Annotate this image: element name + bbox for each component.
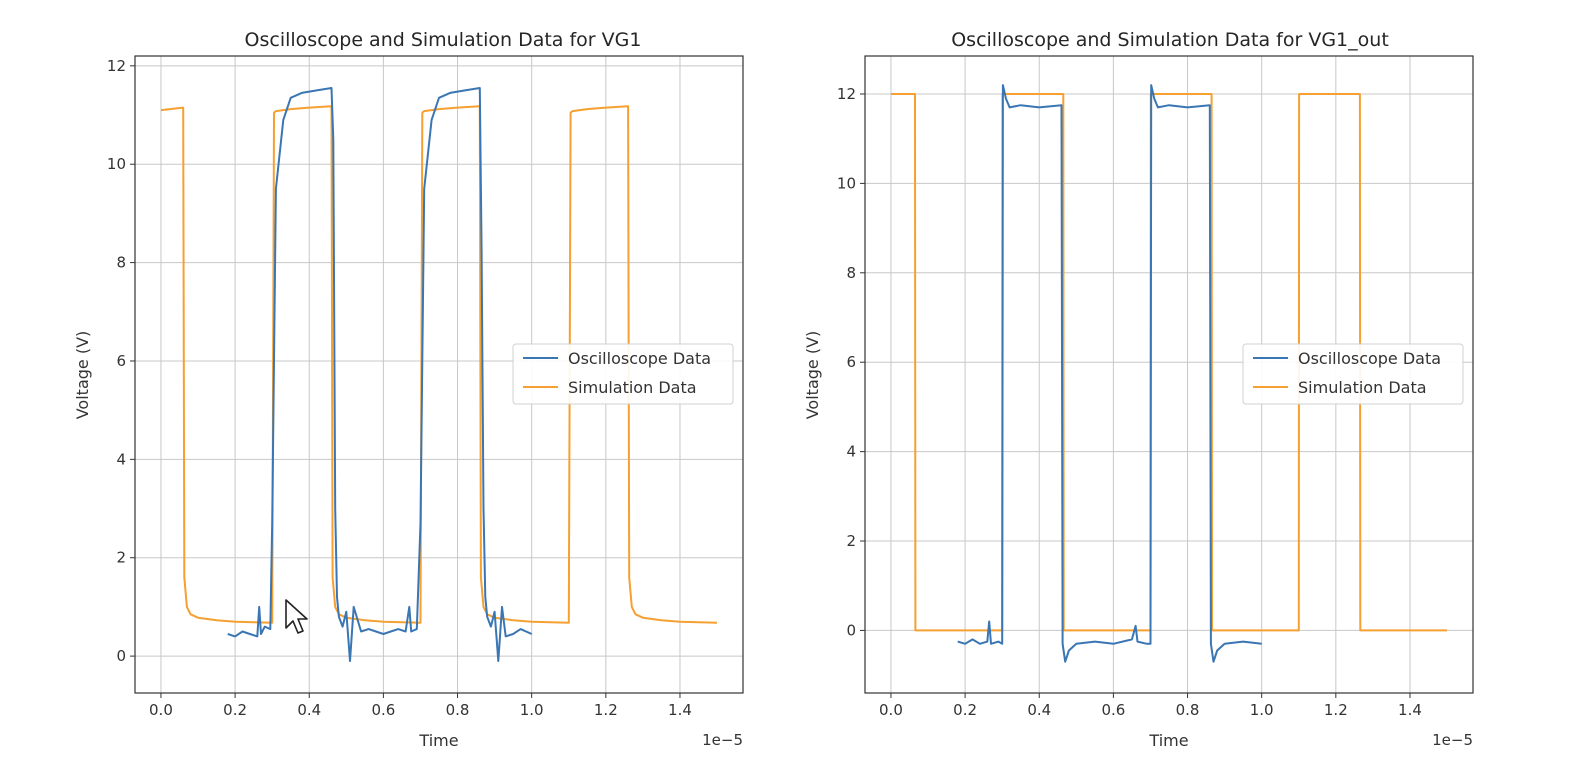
y-tick-label: 8 xyxy=(116,254,126,272)
axes-frame xyxy=(134,55,744,694)
x-tick-label: 1.4 xyxy=(668,701,692,719)
legend: Oscilloscope Data Simulation Data xyxy=(512,343,734,405)
x-tick-label: 0.4 xyxy=(297,701,321,719)
x-tick-label: 0.4 xyxy=(1027,701,1051,719)
y-tick-label: 8 xyxy=(846,264,856,282)
y-tick-label: 12 xyxy=(107,57,126,75)
legend-label-simulation: Simulation Data xyxy=(568,378,697,397)
x-tick-label: 1.0 xyxy=(1250,701,1274,719)
y-tick-label: 2 xyxy=(116,549,126,567)
chart-title: Oscilloscope and Simulation Data for VG1… xyxy=(951,29,1389,51)
x-tick-label: 0.6 xyxy=(1101,701,1125,719)
x-tick-label: 0.2 xyxy=(953,701,977,719)
x-tick-label: 1.4 xyxy=(1398,701,1422,719)
x-offset-text: 1e−5 xyxy=(702,731,743,749)
x-tick-label: 0.2 xyxy=(223,701,247,719)
series-line-oscilloscope xyxy=(957,84,1262,663)
x-tick-label: 0.6 xyxy=(371,701,395,719)
y-axis-label: Voltage (V) xyxy=(73,331,92,420)
x-tick-label: 0.0 xyxy=(879,701,903,719)
y-tick-label: 6 xyxy=(116,352,126,370)
x-tick-label: 1.2 xyxy=(594,701,618,719)
y-tick-label: 0 xyxy=(116,647,126,665)
chart-vg1: Oscilloscope and Simulation Data for VG1… xyxy=(73,29,744,750)
x-axis-label: Time xyxy=(418,731,458,750)
legend-label-oscilloscope: Oscilloscope Data xyxy=(568,349,711,368)
x-axis-label: Time xyxy=(1148,731,1188,750)
y-tick-label: 0 xyxy=(846,621,856,639)
axes-frame xyxy=(864,55,1474,694)
legend-label-simulation: Simulation Data xyxy=(1298,378,1427,397)
series-line-oscilloscope xyxy=(227,87,533,662)
x-tick-label: 0.8 xyxy=(446,701,470,719)
x-offset-text: 1e−5 xyxy=(1432,731,1473,749)
x-tick-label: 1.0 xyxy=(520,701,544,719)
x-tick-label: 1.2 xyxy=(1324,701,1348,719)
ticks: 0.0 0.2 0.4 0.6 0.8 1.0 1.2 1.4 0 2 4 6 8 10 12 xyxy=(107,57,692,719)
legend: Oscilloscope Data Simulation Data xyxy=(1242,343,1464,405)
y-tick-label: 2 xyxy=(846,532,856,550)
series xyxy=(160,87,718,662)
mouse-pointer-icon xyxy=(285,599,308,634)
chart-vg1-out: Oscilloscope and Simulation Data for VG1… xyxy=(803,29,1474,750)
y-tick-label: 4 xyxy=(846,443,856,461)
legend-box xyxy=(1242,343,1464,405)
series-line-simulation xyxy=(160,105,718,624)
y-tick-label: 10 xyxy=(107,155,126,173)
x-tick-label: 0.8 xyxy=(1176,701,1200,719)
ticks: 0.0 0.2 0.4 0.6 0.8 1.0 1.2 1.4 0 2 4 6 8 10 12 xyxy=(837,85,1422,719)
legend-box xyxy=(512,343,734,405)
legend-label-oscilloscope: Oscilloscope Data xyxy=(1298,349,1441,368)
series xyxy=(891,84,1447,663)
y-tick-label: 4 xyxy=(116,450,126,468)
y-tick-label: 6 xyxy=(846,353,856,371)
y-tick-label: 12 xyxy=(837,85,856,103)
chart-title: Oscilloscope and Simulation Data for VG1 xyxy=(245,29,642,51)
x-tick-label: 0.0 xyxy=(149,701,173,719)
y-axis-label: Voltage (V) xyxy=(803,331,822,420)
y-tick-label: 10 xyxy=(837,174,856,192)
